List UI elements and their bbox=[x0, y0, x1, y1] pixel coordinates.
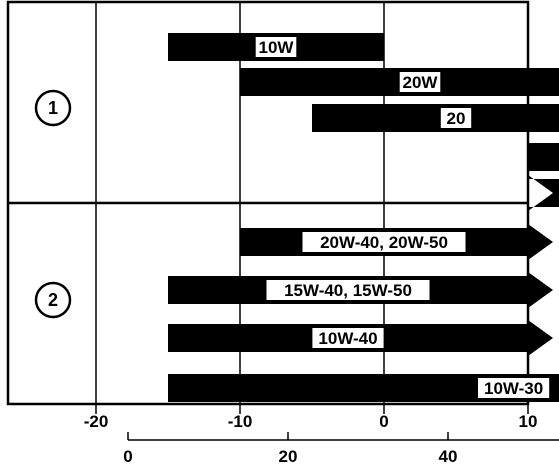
bar-label-bg bbox=[399, 72, 441, 92]
group-label-2: 2 bbox=[34, 281, 72, 319]
bar-rect bbox=[528, 143, 559, 171]
bar-label: 10W-30 bbox=[484, 379, 543, 398]
group-circle bbox=[34, 89, 72, 127]
celsius-tick-label: -20 bbox=[84, 412, 109, 431]
celsius-tick-label: 0 bbox=[379, 412, 388, 431]
group-number: 2 bbox=[48, 290, 58, 310]
temperature-axes: -20-10010203040°C020406080100°F bbox=[84, 404, 559, 466]
bar-rect bbox=[312, 104, 559, 132]
bar-label: 20W bbox=[403, 73, 439, 92]
fahrenheit-tick-label: 20 bbox=[279, 447, 298, 466]
bar-15w-40-15w-50: 15W-40, 15W-50 bbox=[168, 272, 553, 308]
bar-label-bg bbox=[255, 37, 297, 57]
fahrenheit-tick-label: 40 bbox=[439, 447, 458, 466]
celsius-tick-label: 10 bbox=[519, 412, 538, 431]
bar-label: 10W bbox=[259, 38, 295, 57]
bar-arrow bbox=[528, 175, 559, 211]
bar-40: 40 bbox=[528, 175, 559, 211]
bar-label-bg bbox=[266, 280, 430, 300]
bar-label-bg bbox=[440, 108, 472, 128]
bar-rect bbox=[240, 68, 559, 96]
bar-10w: 10W bbox=[168, 33, 384, 61]
bar-label: 15W-40, 15W-50 bbox=[284, 281, 412, 300]
fahrenheit-tick-label: 0 bbox=[123, 447, 132, 466]
bar-label: 20 bbox=[447, 109, 466, 128]
group-label-1: 1 bbox=[34, 89, 72, 127]
bar-label: 20W-40, 20W-50 bbox=[320, 233, 448, 252]
bar-30: 30 bbox=[528, 143, 559, 171]
bar-label-bg bbox=[312, 328, 384, 348]
bar-10w-40: 10W-40 bbox=[168, 320, 553, 356]
group-number: 1 bbox=[48, 98, 58, 118]
bar-label: 10W-40 bbox=[318, 329, 377, 348]
bar-20w: 20W bbox=[240, 68, 559, 96]
bar-label-bg bbox=[302, 232, 466, 252]
bar-label-bg bbox=[478, 378, 550, 398]
group-labels: 12 bbox=[34, 89, 72, 319]
bar-10w-30: 10W-30 bbox=[168, 374, 559, 402]
bars-layer: 10W 20W 20 30 40 20W-40, 20W-50 15W-40, 15W-50… bbox=[168, 33, 559, 402]
bar-20: 20 bbox=[312, 104, 559, 132]
group-circle bbox=[34, 281, 72, 319]
celsius-tick-label: -10 bbox=[228, 412, 253, 431]
bar-20w-40-20w-50: 20W-40, 20W-50 bbox=[240, 224, 553, 260]
